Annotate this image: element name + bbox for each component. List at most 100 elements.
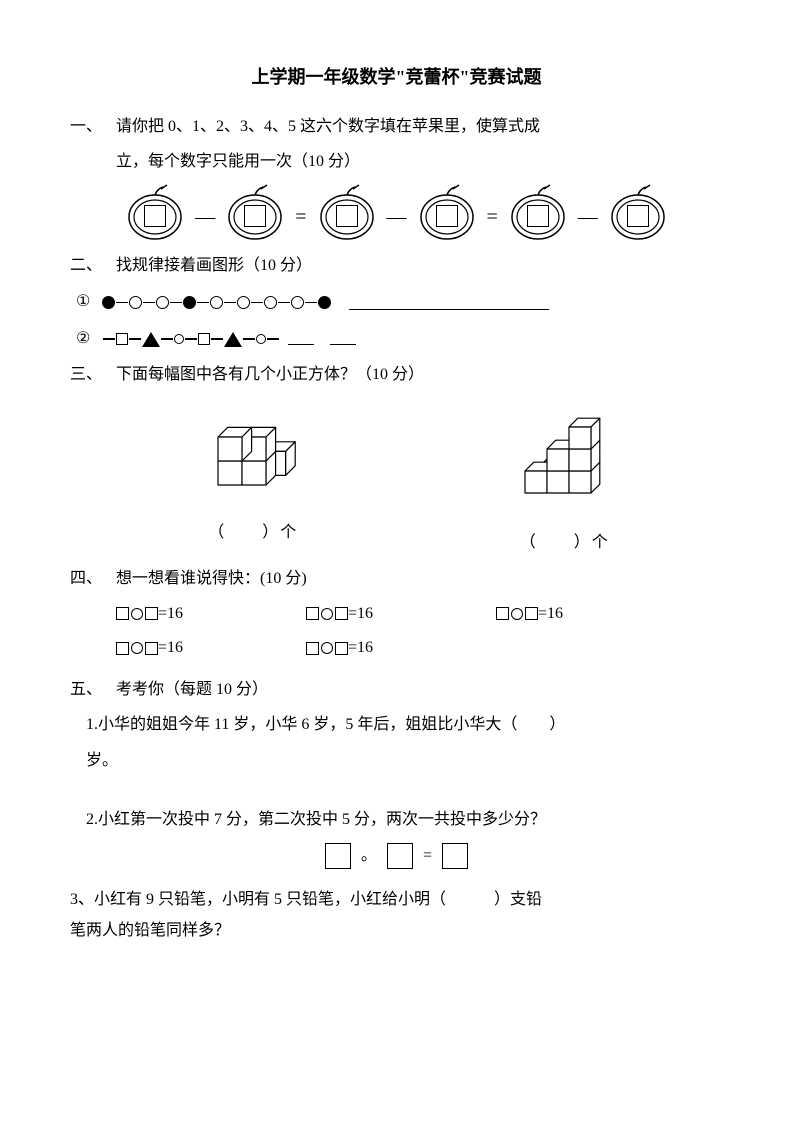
cubes-svg-1 [198, 401, 308, 501]
dot-open-icon [291, 296, 304, 309]
apple-4[interactable] [415, 183, 479, 241]
connector [224, 302, 236, 303]
eq-suffix: =16 [158, 599, 183, 629]
square-icon [306, 642, 319, 655]
equation-item[interactable]: =16 [496, 599, 686, 629]
connector [116, 302, 128, 303]
section-4: 四、 想一想看谁说得快：(10 分) [70, 564, 723, 594]
sec2-num: 二、 [70, 251, 116, 281]
equation-item[interactable]: =16 [116, 599, 306, 629]
circle-open-icon [256, 334, 266, 344]
square-icon [116, 642, 129, 655]
p2-label: ② [76, 324, 102, 354]
triangle-filled-icon [224, 332, 242, 347]
sec3-num: 三、 [70, 360, 116, 390]
square-icon [335, 607, 348, 620]
equals-op: = [293, 198, 308, 236]
square-icon [116, 607, 129, 620]
dot-open-icon [264, 296, 277, 309]
apple-5[interactable] [506, 183, 570, 241]
connector [197, 302, 209, 303]
connector [185, 338, 197, 339]
cubes-row: （ ）个 （ ）个 [70, 401, 723, 559]
connector [129, 338, 141, 339]
p2-blank-1[interactable] [288, 333, 314, 345]
circle-icon [321, 642, 333, 654]
connector [170, 302, 182, 303]
eq-suffix: =16 [538, 599, 563, 629]
equals-op: = [485, 198, 500, 236]
square-open-icon [198, 333, 210, 345]
connector [103, 338, 115, 339]
sec4-text: 想一想看谁说得快：(10 分) [116, 564, 723, 594]
eq-op-equals: = [423, 841, 432, 871]
sec1-num: 一、 [70, 112, 116, 142]
circle-open-icon [174, 334, 184, 344]
sec2-text: 找规律接着画图形（10 分） [116, 251, 723, 281]
dot-open-icon [129, 296, 142, 309]
eq-box-2[interactable] [387, 843, 413, 869]
dot-open-icon [156, 296, 169, 309]
section-3: 三、 下面每幅图中各有几个小正方体？（10 分） [70, 360, 723, 390]
p1-blank[interactable] [349, 296, 549, 310]
square-icon [306, 607, 319, 620]
q5-2: 2.小红第一次投中 7 分，第二次投中 5 分，两次一共投中多少分？ [70, 805, 723, 835]
apple-3[interactable] [315, 183, 379, 241]
apple-6[interactable] [606, 183, 670, 241]
cube1-label[interactable]: （ ）个 [198, 518, 308, 548]
sec1-line1: 请你把 0、1、2、3、4、5 这六个数字填在苹果里，使算式成 [116, 112, 723, 142]
q5-1b: 岁。 [70, 746, 723, 776]
page-title: 上学期一年级数学"竞蕾杯"竞赛试题 [70, 60, 723, 94]
sec1-line2: 立，每个数字只能用一次（10 分） [70, 147, 723, 177]
section-1: 一、 请你把 0、1、2、3、4、5 这六个数字填在苹果里，使算式成 [70, 112, 723, 142]
equation-item[interactable]: =16 [116, 633, 306, 663]
connector [243, 338, 255, 339]
eq-box-3[interactable] [442, 843, 468, 869]
dot-filled-icon [318, 296, 331, 309]
dot-open-icon [210, 296, 223, 309]
equation-item[interactable]: =16 [306, 599, 496, 629]
dot-open-icon [237, 296, 250, 309]
p2-sequence [102, 332, 280, 346]
connector [251, 302, 263, 303]
p1-label: ① [76, 287, 102, 317]
eq-op-circ: 。 [361, 841, 377, 871]
connector [143, 302, 155, 303]
minus-op: — [193, 198, 217, 236]
sec3-text: 下面每幅图中各有几个小正方体？（10 分） [116, 360, 723, 390]
pattern-2: ② [70, 324, 723, 354]
eq-suffix: =16 [158, 633, 183, 663]
connector [161, 338, 173, 339]
circle-icon [511, 608, 523, 620]
square-icon [145, 607, 158, 620]
apple-1[interactable] [123, 183, 187, 241]
dot-filled-icon [183, 296, 196, 309]
minus-op: — [385, 198, 409, 236]
p2-blank-2[interactable] [330, 333, 356, 345]
square-icon [145, 642, 158, 655]
q5-2-equation: 。 = [70, 841, 723, 871]
square-icon [525, 607, 538, 620]
q5-3a: 3、小红有 9 只铅笔，小明有 5 只铅笔，小红给小明（ ）支铅 [70, 885, 723, 915]
p1-sequence [102, 296, 331, 309]
eq-suffix: =16 [348, 633, 373, 663]
cube-figure-1: （ ）个 [198, 401, 308, 559]
equation-item[interactable]: =16 [306, 633, 496, 663]
sec5-text: 考考你（每题 10 分） [116, 675, 723, 705]
apple-equation: — = — = — [70, 183, 723, 241]
circle-icon [321, 608, 333, 620]
sec4-num: 四、 [70, 564, 116, 594]
eq-box-1[interactable] [325, 843, 351, 869]
cube2-label[interactable]: （ ）个 [505, 528, 625, 558]
cubes-svg-2 [505, 401, 625, 511]
triangle-filled-icon [142, 332, 160, 347]
square-icon [335, 642, 348, 655]
eq-suffix: =16 [348, 599, 373, 629]
connector [305, 302, 317, 303]
apple-2[interactable] [223, 183, 287, 241]
square-icon [496, 607, 509, 620]
connector [278, 302, 290, 303]
connector [267, 338, 279, 339]
pattern-1: ① [70, 287, 723, 317]
dot-filled-icon [102, 296, 115, 309]
